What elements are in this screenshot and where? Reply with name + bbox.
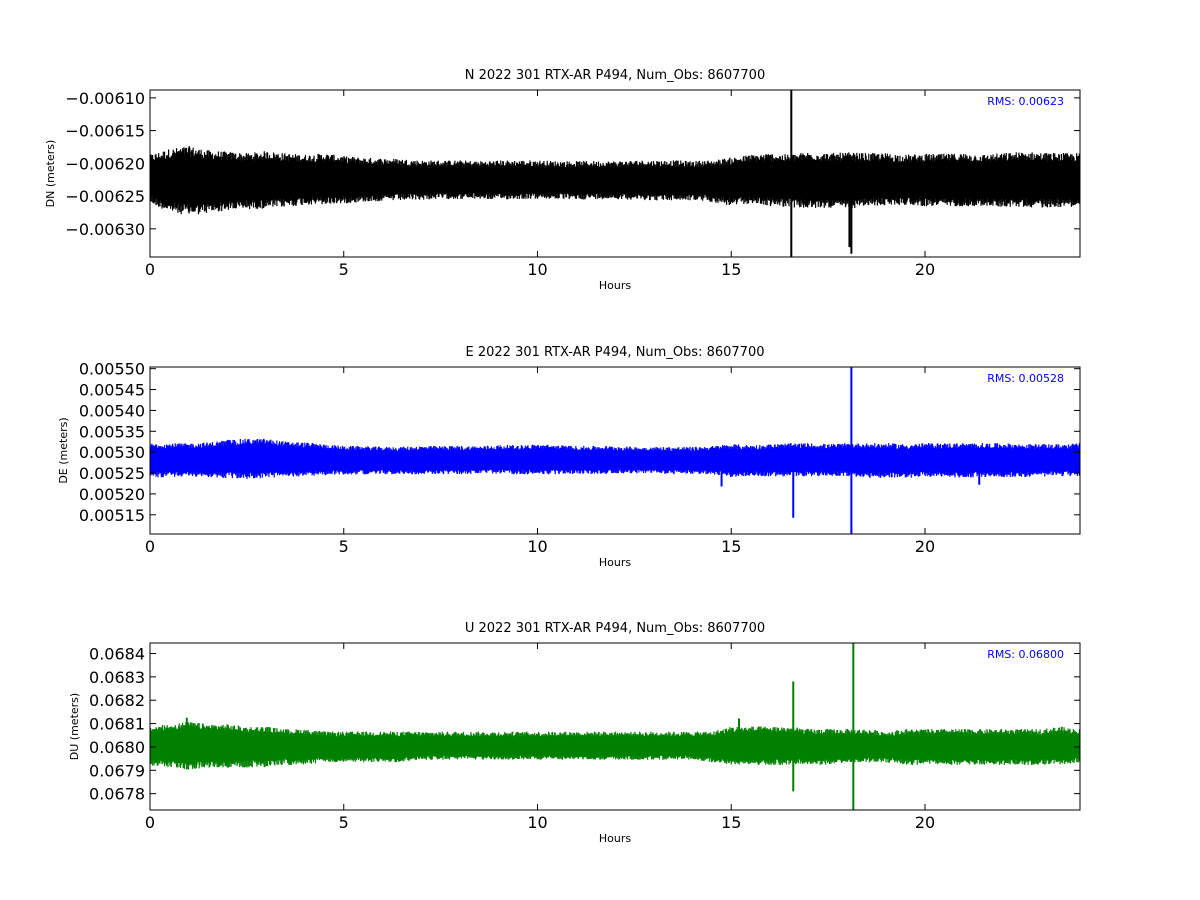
- north-xtick-label: 20: [915, 260, 935, 279]
- north-xtick-label: 10: [527, 260, 547, 279]
- north-rms-label: RMS: 0.00623: [987, 95, 1064, 108]
- north-ytick-label: −0.00630: [65, 220, 145, 239]
- up-ytick-label: 0.0683: [89, 668, 145, 687]
- east-ytick-label: 0.00550: [79, 360, 145, 379]
- north-xtick-label: 15: [721, 260, 741, 279]
- up-data: [150, 643, 1080, 810]
- east-xtick-label: 0: [145, 537, 155, 556]
- east-xtick-label: 20: [915, 537, 935, 556]
- east-y-axis-label: DE (meters): [57, 417, 70, 483]
- up-ytick-label: 0.0684: [89, 645, 145, 664]
- east-data: [150, 367, 1080, 534]
- north-axes-frame: [149, 89, 1081, 258]
- east-ytick-label: 0.00545: [79, 381, 145, 400]
- north-ytick-label: −0.00615: [65, 122, 145, 141]
- north-xtick-label: 5: [339, 260, 349, 279]
- east-xtick-label: 15: [721, 537, 741, 556]
- up-series-line: [150, 741, 1080, 748]
- north-ytick-label: −0.00625: [65, 187, 145, 206]
- east-ytick-label: 0.00515: [79, 506, 145, 525]
- up-panel: 0 5 10 15 20 0.0684 0.0683 0.0682 0.0681 0.0680 0.…: [68, 621, 1081, 845]
- east-x-axis-label: Hours: [599, 556, 631, 569]
- east-ytick-label: 0.00540: [79, 401, 145, 420]
- up-xtick-label: 5: [339, 813, 349, 832]
- up-y-axis-label: DU (meters): [68, 693, 81, 760]
- north-ytick-label: −0.00610: [65, 89, 145, 108]
- up-ytick-label: 0.0681: [89, 715, 145, 734]
- north-chart-title: N 2022 301 RTX-AR P494, Num_Obs: 8607700: [465, 68, 765, 83]
- up-xtick-label: 0: [145, 813, 155, 832]
- east-xtick-label: 10: [527, 537, 547, 556]
- east-ytick-label: 0.00535: [79, 422, 145, 441]
- up-axes-frame: [149, 642, 1081, 811]
- east-ytick-label: 0.00520: [79, 485, 145, 504]
- up-ytick-label: 0.0680: [89, 738, 145, 757]
- east-ytick-label: 0.00525: [79, 464, 145, 483]
- north-series-line: [150, 178, 1080, 183]
- north-panel: 0 5 10 15 20 −0.00610 −0.00615 −0.00620 −0.00625…: [44, 68, 1081, 292]
- up-ytick-label: 0.0682: [89, 691, 145, 710]
- up-ytick-label: 0.0678: [89, 785, 145, 804]
- north-y-axis-label: DN (meters): [44, 140, 57, 208]
- north-x-axis-label: Hours: [599, 279, 631, 292]
- east-rms-label: RMS: 0.00528: [987, 372, 1064, 385]
- up-xtick-label: 15: [721, 813, 741, 832]
- east-axes-frame: [149, 366, 1081, 535]
- up-x-axis-label: Hours: [599, 832, 631, 845]
- up-xtick-label: 10: [527, 813, 547, 832]
- north-xtick-label: 0: [145, 260, 155, 279]
- east-ytick-label: 0.00530: [79, 443, 145, 462]
- east-chart-title: E 2022 301 RTX-AR P494, Num_Obs: 8607700: [466, 345, 765, 360]
- up-xtick-label: 20: [915, 813, 935, 832]
- east-xtick-label: 5: [339, 537, 349, 556]
- north-ytick-label: −0.00620: [65, 154, 145, 173]
- up-rms-label: RMS: 0.06800: [987, 648, 1064, 661]
- east-series-line: [150, 457, 1080, 462]
- up-ytick-label: 0.0679: [89, 761, 145, 780]
- up-chart-title: U 2022 301 RTX-AR P494, Num_Obs: 8607700: [465, 621, 765, 636]
- north-data: [150, 90, 1080, 257]
